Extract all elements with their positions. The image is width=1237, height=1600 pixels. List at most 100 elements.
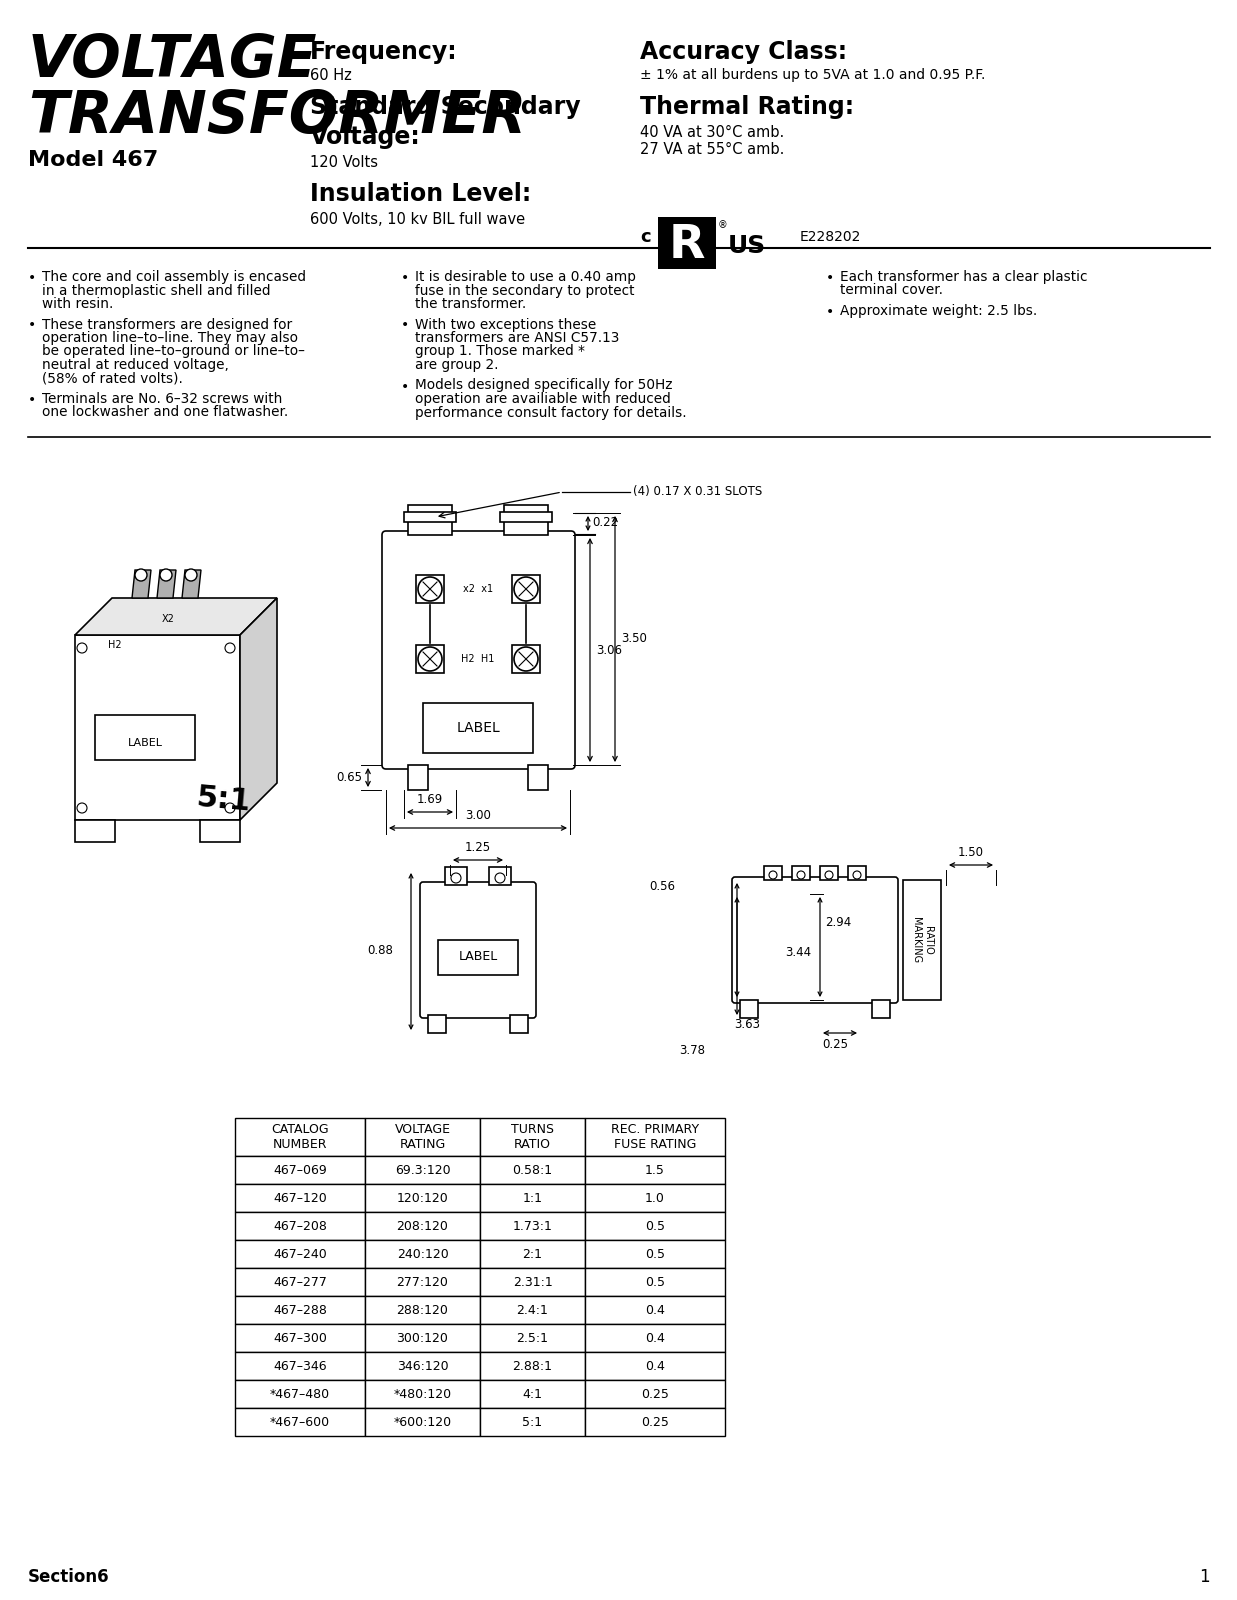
Text: x2  x1: x2 x1 [463, 584, 494, 594]
Bar [585, 1352, 725, 1379]
Text: •: • [401, 379, 409, 394]
Bar [365, 1379, 480, 1408]
Text: Accuracy Class:: Accuracy Class: [640, 40, 847, 64]
Circle shape [77, 803, 87, 813]
Bar [365, 1267, 480, 1296]
Bar [404, 512, 456, 522]
Text: with resin.: with resin. [42, 298, 114, 310]
Bar [365, 1118, 480, 1155]
Text: 40 VA at 30°C amb.: 40 VA at 30°C amb. [640, 125, 784, 141]
Text: 3.50: 3.50 [621, 632, 647, 645]
Polygon shape [240, 598, 277, 819]
Text: R: R [669, 224, 705, 269]
Text: 0.4: 0.4 [644, 1360, 666, 1373]
Text: 467–240: 467–240 [273, 1248, 327, 1261]
Bar [438, 939, 518, 974]
Bar [740, 1000, 758, 1018]
Bar [820, 866, 837, 880]
Text: US: US [729, 234, 766, 258]
Polygon shape [75, 635, 240, 819]
Bar [235, 1213, 365, 1240]
Text: operation are availiable with reduced: operation are availiable with reduced [414, 392, 670, 406]
Bar [235, 1240, 365, 1267]
Text: Each transformer has a clear plastic: Each transformer has a clear plastic [840, 270, 1087, 285]
Text: 467–288: 467–288 [273, 1304, 327, 1317]
Bar [365, 1184, 480, 1213]
Text: Models designed specifically for 50Hz: Models designed specifically for 50Hz [414, 379, 673, 392]
Text: 60 Hz: 60 Hz [310, 67, 351, 83]
Bar [480, 1408, 585, 1437]
Text: operation line–to–line. They may also: operation line–to–line. They may also [42, 331, 298, 346]
Circle shape [825, 870, 833, 878]
Text: 1: 1 [1200, 1568, 1210, 1586]
Bar [416, 574, 444, 603]
Text: 208:120: 208:120 [397, 1219, 449, 1232]
Text: be operated line–to–ground or line–to–: be operated line–to–ground or line–to– [42, 344, 304, 358]
Bar [764, 866, 782, 880]
Text: 0.58:1: 0.58:1 [512, 1163, 553, 1176]
Bar [512, 574, 541, 603]
Text: ®: ® [717, 219, 727, 230]
Bar [585, 1408, 725, 1437]
Text: 1:1: 1:1 [522, 1192, 543, 1205]
Text: one lockwasher and one flatwasher.: one lockwasher and one flatwasher. [42, 405, 288, 419]
Circle shape [515, 578, 538, 602]
Text: 1.25: 1.25 [465, 842, 491, 854]
Text: VOLTAGE
RATING: VOLTAGE RATING [395, 1123, 450, 1150]
Text: RATIO
MARKING: RATIO MARKING [912, 917, 933, 963]
Text: 4:1: 4:1 [522, 1387, 543, 1400]
Text: LABEL: LABEL [127, 738, 162, 749]
Text: 1.73:1: 1.73:1 [512, 1219, 553, 1232]
Bar [408, 765, 428, 790]
Text: •: • [28, 394, 36, 406]
Text: Terminals are No. 6–32 screws with: Terminals are No. 6–32 screws with [42, 392, 282, 406]
Bar [235, 1118, 365, 1155]
Polygon shape [75, 819, 115, 842]
Bar [416, 645, 444, 674]
Text: •: • [28, 318, 36, 333]
Text: 467–277: 467–277 [273, 1275, 327, 1288]
Text: 2.5:1: 2.5:1 [517, 1331, 548, 1344]
Text: •: • [401, 318, 409, 333]
Text: TURNS
RATIO: TURNS RATIO [511, 1123, 554, 1150]
Bar [510, 1014, 528, 1034]
Text: fuse in the secondary to protect: fuse in the secondary to protect [414, 283, 635, 298]
Text: It is desirable to use a 0.40 amp: It is desirable to use a 0.40 amp [414, 270, 636, 285]
Text: 346:120: 346:120 [397, 1360, 448, 1373]
Text: 3.78: 3.78 [679, 1043, 705, 1056]
Text: LABEL: LABEL [456, 722, 500, 734]
Circle shape [769, 870, 777, 878]
Text: 3.44: 3.44 [785, 946, 811, 958]
Bar [585, 1240, 725, 1267]
Text: REC. PRIMARY
FUSE RATING: REC. PRIMARY FUSE RATING [611, 1123, 699, 1150]
Text: are group 2.: are group 2. [414, 358, 499, 371]
Text: 120:120: 120:120 [397, 1192, 448, 1205]
Text: 69.3:120: 69.3:120 [395, 1163, 450, 1176]
Text: 3.00: 3.00 [465, 810, 491, 822]
Circle shape [186, 570, 197, 581]
Text: The core and coil assembly is encased: The core and coil assembly is encased [42, 270, 306, 285]
Text: 2.4:1: 2.4:1 [517, 1304, 548, 1317]
Text: 0.88: 0.88 [367, 944, 393, 957]
Circle shape [854, 870, 861, 878]
Text: CATALOG
NUMBER: CATALOG NUMBER [271, 1123, 329, 1150]
Bar [585, 1213, 725, 1240]
Polygon shape [132, 570, 151, 598]
Bar [235, 1267, 365, 1296]
Bar [480, 1267, 585, 1296]
Text: terminal cover.: terminal cover. [840, 283, 943, 298]
Circle shape [225, 643, 235, 653]
Bar [480, 1325, 585, 1352]
Bar [500, 512, 552, 522]
Text: 467–300: 467–300 [273, 1331, 327, 1344]
Text: Approximate weight: 2.5 lbs.: Approximate weight: 2.5 lbs. [840, 304, 1038, 318]
Bar [480, 1118, 585, 1155]
Text: ± 1% at all burdens up to 5VA at 1.0 and 0.95 P.F.: ± 1% at all burdens up to 5VA at 1.0 and… [640, 67, 986, 82]
Text: 0.5: 0.5 [644, 1219, 666, 1232]
Text: 27 VA at 55°C amb.: 27 VA at 55°C amb. [640, 142, 784, 157]
Text: H2: H2 [108, 640, 121, 650]
Bar [365, 1155, 480, 1184]
Bar [480, 1352, 585, 1379]
Circle shape [797, 870, 805, 878]
Text: (4) 0.17 X 0.31 SLOTS: (4) 0.17 X 0.31 SLOTS [633, 485, 762, 499]
